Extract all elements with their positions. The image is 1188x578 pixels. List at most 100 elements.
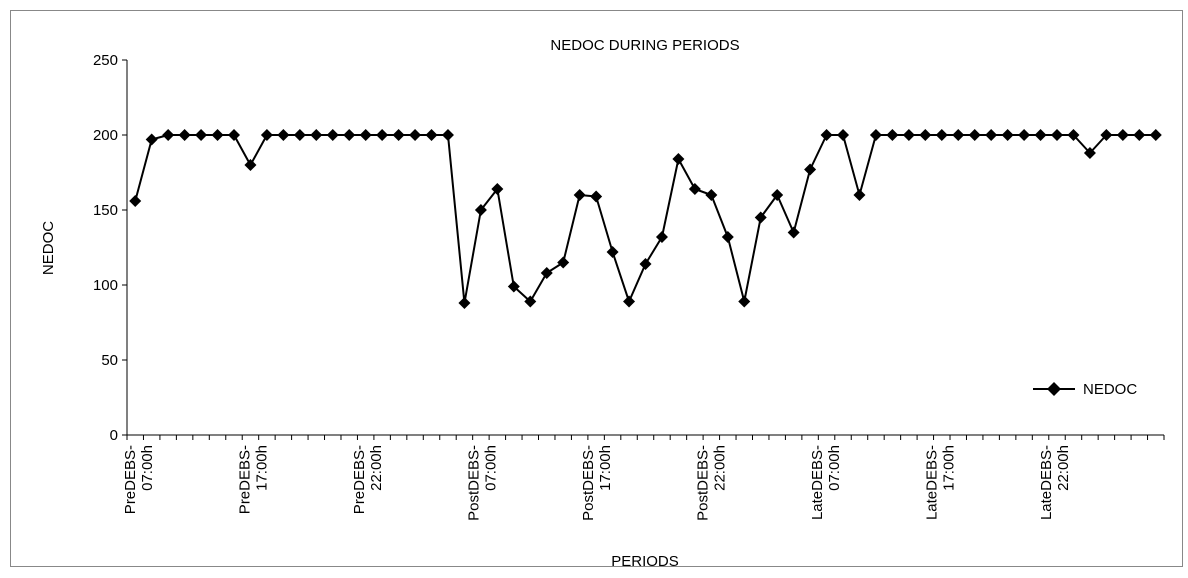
- x-tick-label: LateDEBS- 07:00h: [809, 445, 843, 520]
- x-tick-label: PostDEBS- 07:00h: [466, 445, 500, 521]
- x-tick-label: PreDEBS- 17:00h: [237, 445, 271, 514]
- data-point: [376, 129, 389, 141]
- data-point: [754, 211, 767, 224]
- data-point: [968, 129, 981, 141]
- data-point: [853, 189, 866, 201]
- y-tick-label: 250: [93, 52, 118, 69]
- data-point: [491, 183, 504, 195]
- legend: NEDOC: [1033, 381, 1137, 398]
- series-nedoc: [129, 129, 1162, 309]
- data-point: [573, 189, 586, 201]
- data-point: [935, 129, 948, 141]
- data-point: [869, 129, 882, 141]
- y-axis-label: NEDOC: [40, 221, 57, 275]
- data-point: [623, 295, 636, 308]
- data-point: [162, 129, 175, 141]
- y-tick-label: 50: [101, 352, 118, 369]
- data-point: [195, 129, 208, 141]
- data-point: [145, 133, 158, 146]
- data-point: [738, 295, 751, 308]
- y-tick-label: 0: [110, 427, 118, 444]
- data-point: [1001, 129, 1014, 141]
- series-line: [134, 134, 1156, 304]
- chart-title: NEDOC DURING PERIODS: [550, 37, 739, 54]
- data-point: [540, 267, 553, 279]
- x-tick-label: LateDEBS- 17:00h: [924, 445, 958, 520]
- x-tick-label-line1: LateDEBS-: [1038, 445, 1055, 520]
- data-point: [1034, 129, 1047, 141]
- data-point: [277, 129, 290, 141]
- x-tick-label-line2: 22:00h: [1055, 445, 1072, 491]
- x-tick-label-line1: PostDEBS-: [580, 445, 597, 521]
- y-tick-label: 200: [93, 127, 118, 144]
- data-point: [359, 129, 372, 141]
- data-point: [1149, 129, 1162, 141]
- data-point: [787, 226, 800, 239]
- data-point: [524, 295, 537, 308]
- data-point: [1116, 129, 1129, 141]
- x-tick-label-line1: LateDEBS-: [809, 445, 826, 520]
- data-point: [886, 129, 899, 141]
- data-point: [458, 297, 471, 309]
- data-point: [392, 129, 405, 141]
- data-point: [1051, 129, 1064, 141]
- x-tick-label-line2: 17:00h: [254, 445, 271, 491]
- data-point: [178, 129, 191, 141]
- data-point: [474, 204, 487, 216]
- x-tick-label: PostDEBS- 17:00h: [580, 445, 614, 521]
- data-point: [837, 129, 850, 141]
- data-point: [985, 129, 998, 141]
- data-point: [441, 129, 454, 141]
- data-point: [1083, 147, 1096, 159]
- chart-frame: [10, 10, 1183, 567]
- data-point: [260, 129, 273, 141]
- data-point: [902, 129, 915, 141]
- data-point: [721, 231, 734, 243]
- data-point: [688, 183, 701, 195]
- legend-label: NEDOC: [1083, 381, 1137, 398]
- x-tick-label-line1: PreDEBS-: [122, 445, 139, 514]
- x-axis-label: PERIODS: [611, 553, 679, 570]
- x-tick-label: PreDEBS- 07:00h: [122, 445, 156, 514]
- data-point: [557, 256, 570, 269]
- data-point: [705, 189, 718, 201]
- y-axis: 0 50 100 150 200 250: [93, 52, 128, 444]
- x-tick-label-line1: PostDEBS-: [466, 445, 483, 521]
- data-point: [326, 129, 339, 141]
- x-tick-label-line2: 22:00h: [712, 445, 729, 491]
- data-point: [1100, 129, 1113, 141]
- x-tick-label-line2: 17:00h: [941, 445, 958, 491]
- data-point: [1067, 129, 1080, 141]
- x-tick-label-line2: 22:00h: [368, 445, 385, 491]
- y-tick-label: 100: [93, 277, 118, 294]
- data-point: [425, 129, 438, 141]
- x-tick-label-line2: 07:00h: [139, 445, 156, 491]
- x-tick-label-line1: PreDEBS-: [351, 445, 368, 514]
- data-point: [606, 246, 619, 258]
- data-point: [952, 129, 965, 141]
- x-tick-label: LateDEBS- 22:00h: [1038, 445, 1072, 520]
- data-point: [310, 129, 323, 141]
- data-point: [655, 231, 668, 243]
- data-point: [639, 258, 652, 270]
- x-tick-label-line1: LateDEBS-: [924, 445, 941, 520]
- data-point: [293, 129, 306, 141]
- data-point: [672, 153, 685, 165]
- data-point: [227, 129, 240, 141]
- data-point: [129, 195, 142, 207]
- data-point: [590, 190, 603, 203]
- x-tick-label-line1: PreDEBS-: [237, 445, 254, 514]
- data-point: [771, 189, 784, 201]
- x-tick-label-line1: PostDEBS-: [695, 445, 712, 521]
- x-tick-label-line2: 07:00h: [826, 445, 843, 491]
- data-point: [820, 129, 833, 141]
- x-tick-label: PreDEBS- 22:00h: [351, 445, 385, 514]
- x-axis: PreDEBS- 07:00h PreDEBS- 17:00h PreDEBS- 22:0…: [122, 434, 1165, 521]
- data-point: [409, 129, 422, 141]
- x-tick-label: PostDEBS- 22:00h: [695, 445, 729, 521]
- data-point: [1133, 129, 1146, 141]
- data-point: [804, 163, 817, 176]
- x-tick-label-line2: 17:00h: [597, 445, 614, 491]
- data-point: [507, 280, 520, 293]
